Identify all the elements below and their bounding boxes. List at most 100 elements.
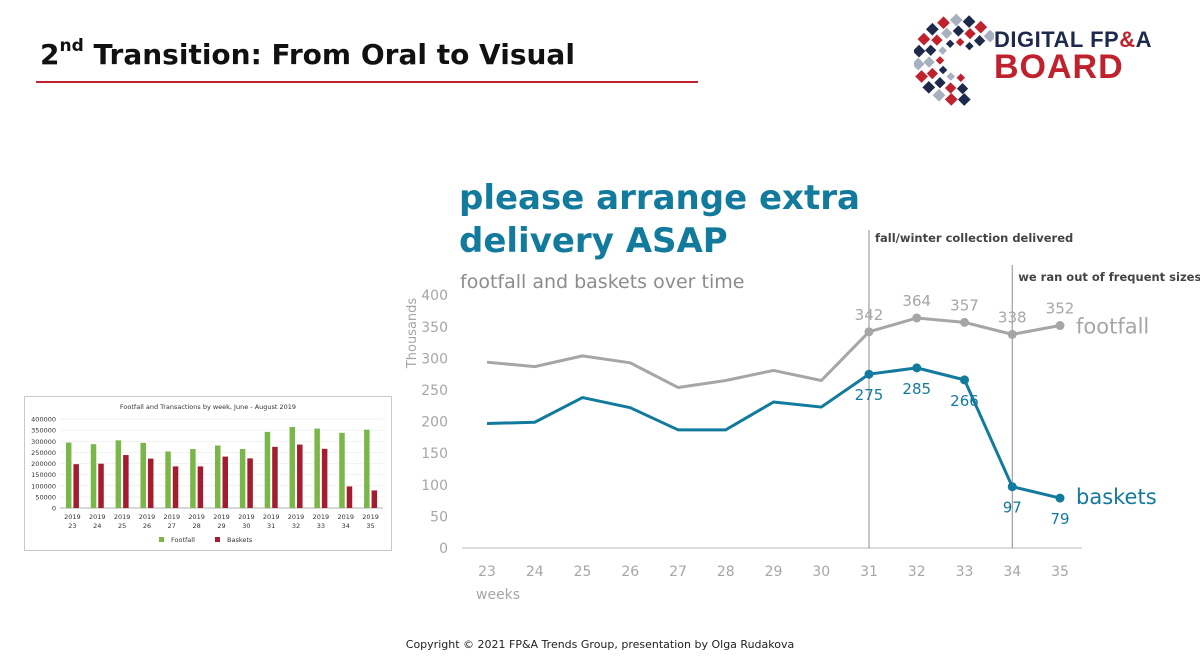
logo-tile: [914, 57, 925, 71]
data-label-footfall: 357: [950, 296, 979, 314]
x-tick-label: 29: [765, 564, 783, 580]
data-label-baskets: 266: [950, 392, 979, 410]
bar-footfall: [65, 442, 72, 508]
bar-x-tick-week: 34: [342, 522, 350, 530]
x-tick-label: 31: [860, 564, 878, 580]
x-tick-label: 24: [526, 564, 544, 580]
y-tick-label: 0: [439, 541, 448, 557]
x-tick-label: 32: [908, 564, 926, 580]
bar-x-tick-year: 2019: [64, 513, 81, 521]
bar-x-tick-week: 35: [366, 522, 374, 530]
bar-x-tick-week: 32: [292, 522, 300, 530]
x-tick-label: 33: [956, 564, 974, 580]
x-tick-label: 27: [669, 564, 687, 580]
bar-y-tick-label: 200000: [31, 460, 56, 468]
bar-baskets: [147, 458, 154, 508]
x-tick-label: 25: [574, 564, 592, 580]
annotation-label: we ran out of frequent sizes: [1018, 270, 1200, 284]
logo-tile: [946, 72, 956, 81]
data-label-footfall: 364: [902, 292, 931, 310]
bar-x-tick-year: 2019: [263, 513, 280, 521]
data-point-footfall: [1007, 329, 1017, 339]
bar-x-tick-year: 2019: [139, 513, 156, 521]
bar-x-tick-week: 33: [317, 522, 325, 530]
data-point-footfall: [912, 313, 922, 323]
bar-x-tick-year: 2019: [313, 513, 330, 521]
bar-footfall: [364, 429, 370, 508]
bar-footfall: [239, 449, 246, 508]
bar-x-tick-year: 2019: [288, 513, 305, 521]
logo-tile: [938, 65, 948, 75]
bar-x-tick-year: 2019: [337, 513, 354, 521]
y-tick-label: 200: [421, 415, 448, 431]
title-superscript: nd: [59, 35, 84, 56]
data-label-baskets: 97: [1003, 499, 1022, 517]
bar-x-tick-week: 27: [168, 522, 176, 530]
bar-x-tick-year: 2019: [238, 513, 255, 521]
series-label-baskets: baskets: [1076, 485, 1157, 509]
logo-tile: [915, 70, 928, 83]
y-tick-label: 250: [421, 383, 448, 399]
title-underline: [36, 81, 698, 83]
data-point-footfall: [1055, 321, 1065, 331]
bar-baskets: [73, 464, 79, 508]
y-tick-label: 300: [421, 351, 448, 367]
y-axis-title: Thousands: [405, 298, 420, 370]
bar-y-tick-label: 100000: [31, 482, 56, 490]
bar-x-tick-year: 2019: [114, 513, 131, 521]
x-tick-label: 34: [1003, 564, 1021, 580]
data-label-footfall: 338: [998, 308, 1027, 326]
bar-x-tick-year: 2019: [164, 513, 181, 521]
bar-x-tick-year: 2019: [89, 513, 106, 521]
data-point-baskets: [1055, 493, 1065, 503]
bar-footfall: [115, 440, 122, 508]
logo-text-top: DIGITAL FP&A: [994, 27, 1152, 53]
series-line-footfall: [486, 316, 1061, 389]
bar-baskets: [371, 490, 378, 508]
bar-footfall: [90, 444, 97, 508]
data-point-baskets: [960, 375, 969, 385]
bar-x-tick-week: 29: [217, 522, 225, 530]
legend-swatch-footfall: [159, 537, 164, 542]
bar-x-tick-year: 2019: [188, 513, 205, 521]
title-prefix: 2: [40, 38, 60, 71]
bar-x-tick-year: 2019: [213, 513, 230, 521]
bar-baskets: [346, 486, 353, 508]
x-tick-label: 28: [717, 564, 735, 580]
bar-footfall: [165, 451, 171, 508]
bar-x-tick-week: 25: [118, 522, 126, 530]
x-axis-title: weeks: [476, 587, 520, 603]
bar-footfall: [215, 445, 221, 508]
bar-y-tick-label: 150000: [31, 471, 56, 479]
logo-mark-icon: [914, 13, 994, 106]
data-point-footfall: [960, 317, 969, 327]
x-tick-label: 26: [621, 564, 639, 580]
bar-y-tick-label: 350000: [31, 427, 56, 435]
bar-footfall: [289, 427, 296, 508]
bar-footfall: [314, 428, 320, 508]
y-tick-label: 350: [421, 320, 448, 336]
chart-headline: please arrange extra delivery ASAP: [459, 178, 860, 261]
x-tick-label: 30: [812, 564, 830, 580]
bar-y-tick-label: 400000: [31, 416, 56, 424]
bar-baskets: [321, 448, 328, 508]
title-rest: Transition: From Oral to Visual: [83, 38, 575, 71]
bar-chart-title: Footfall and Transactions by week, June …: [120, 403, 296, 411]
bar-baskets: [297, 444, 303, 508]
bar-x-tick-week: 26: [143, 522, 151, 530]
logo-text-digital: DIGITAL FP: [994, 27, 1120, 52]
data-label-baskets: 275: [855, 386, 884, 404]
bar-y-tick-label: 300000: [31, 438, 56, 446]
logo-text-board: BOARD: [994, 48, 1124, 86]
bar-footfall: [264, 431, 271, 508]
y-tick-label: 400: [421, 288, 448, 304]
y-tick-label: 100: [421, 478, 448, 494]
original-bar-chart-panel: Footfall and Transactions by week, June …: [24, 396, 392, 551]
bar-footfall: [190, 449, 196, 508]
bar-footfall: [339, 432, 345, 508]
y-tick-label: 150: [421, 446, 448, 462]
data-point-baskets: [912, 363, 922, 373]
logo-tile: [945, 39, 955, 49]
bar-footfall: [140, 442, 146, 508]
